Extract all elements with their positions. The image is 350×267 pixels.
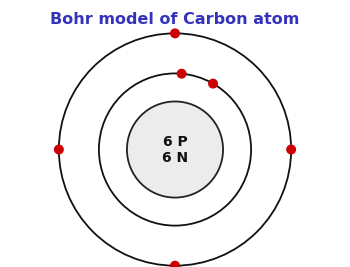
Text: 6 P: 6 P [163, 135, 187, 148]
Circle shape [171, 29, 179, 38]
Text: 6 N: 6 N [162, 151, 188, 164]
Circle shape [171, 261, 179, 267]
Circle shape [55, 145, 63, 154]
Circle shape [287, 145, 295, 154]
Circle shape [127, 101, 223, 198]
Circle shape [209, 79, 217, 88]
Text: Bohr model of Carbon atom: Bohr model of Carbon atom [50, 12, 300, 27]
Circle shape [177, 69, 186, 78]
